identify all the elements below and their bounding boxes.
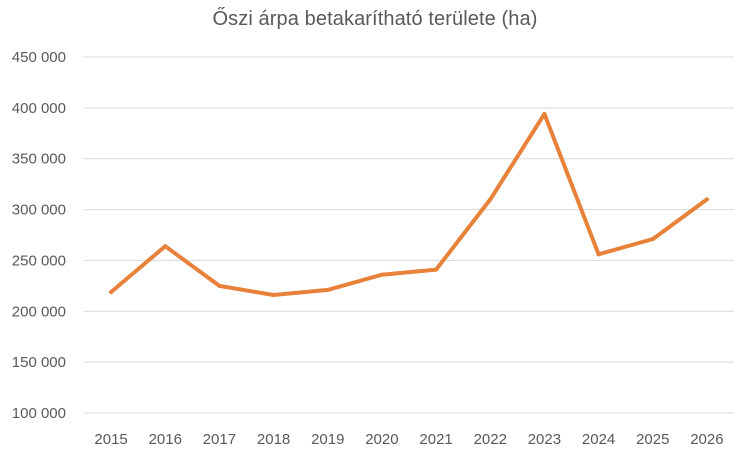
y-tick-label: 200 000 <box>12 303 66 320</box>
series-layer <box>109 111 709 298</box>
gridlines <box>84 56 734 414</box>
x-tick-label: 2023 <box>528 431 561 448</box>
x-tick-label: 2022 <box>474 431 507 448</box>
data-point <box>542 111 547 116</box>
x-tick-label: 2020 <box>365 431 398 448</box>
data-point <box>650 237 655 242</box>
x-tick-label: 2018 <box>257 431 290 448</box>
y-tick-label: 350 000 <box>12 151 66 168</box>
data-point <box>217 283 222 288</box>
data-point <box>704 197 709 202</box>
x-tick-label: 2024 <box>582 431 615 448</box>
data-point <box>379 272 384 277</box>
series-line <box>109 112 709 297</box>
x-tick-label: 2019 <box>311 431 344 448</box>
y-tick-label: 300 000 <box>12 202 66 219</box>
data-point <box>434 267 439 272</box>
chart-title: Őszi árpa betakarítható területe (ha) <box>212 8 538 30</box>
data-point <box>325 287 330 292</box>
x-tick-label: 2021 <box>419 431 452 448</box>
data-point <box>271 293 276 298</box>
y-tick-label: 450 000 <box>12 49 66 66</box>
y-axis-tick-labels: 100 000 150 000 200 000 250 000 300 000 350 0… <box>12 49 66 422</box>
y-tick-label: 250 000 <box>12 252 66 269</box>
x-tick-label: 2016 <box>149 431 182 448</box>
data-point <box>109 289 114 294</box>
y-tick-label: 150 000 <box>12 354 66 371</box>
x-tick-label: 2026 <box>690 431 723 448</box>
y-tick-label: 400 000 <box>12 100 66 117</box>
data-point <box>163 244 168 249</box>
x-tick-label: 2017 <box>203 431 236 448</box>
y-tick-label: 100 000 <box>12 405 66 422</box>
x-axis-tick-labels: 2015 2016 2017 2018 2019 2020 2021 2022 2023 2024… <box>94 431 723 448</box>
data-point <box>488 197 493 202</box>
x-tick-label: 2015 <box>94 431 127 448</box>
x-tick-label: 2025 <box>636 431 669 448</box>
data-point <box>596 252 601 257</box>
